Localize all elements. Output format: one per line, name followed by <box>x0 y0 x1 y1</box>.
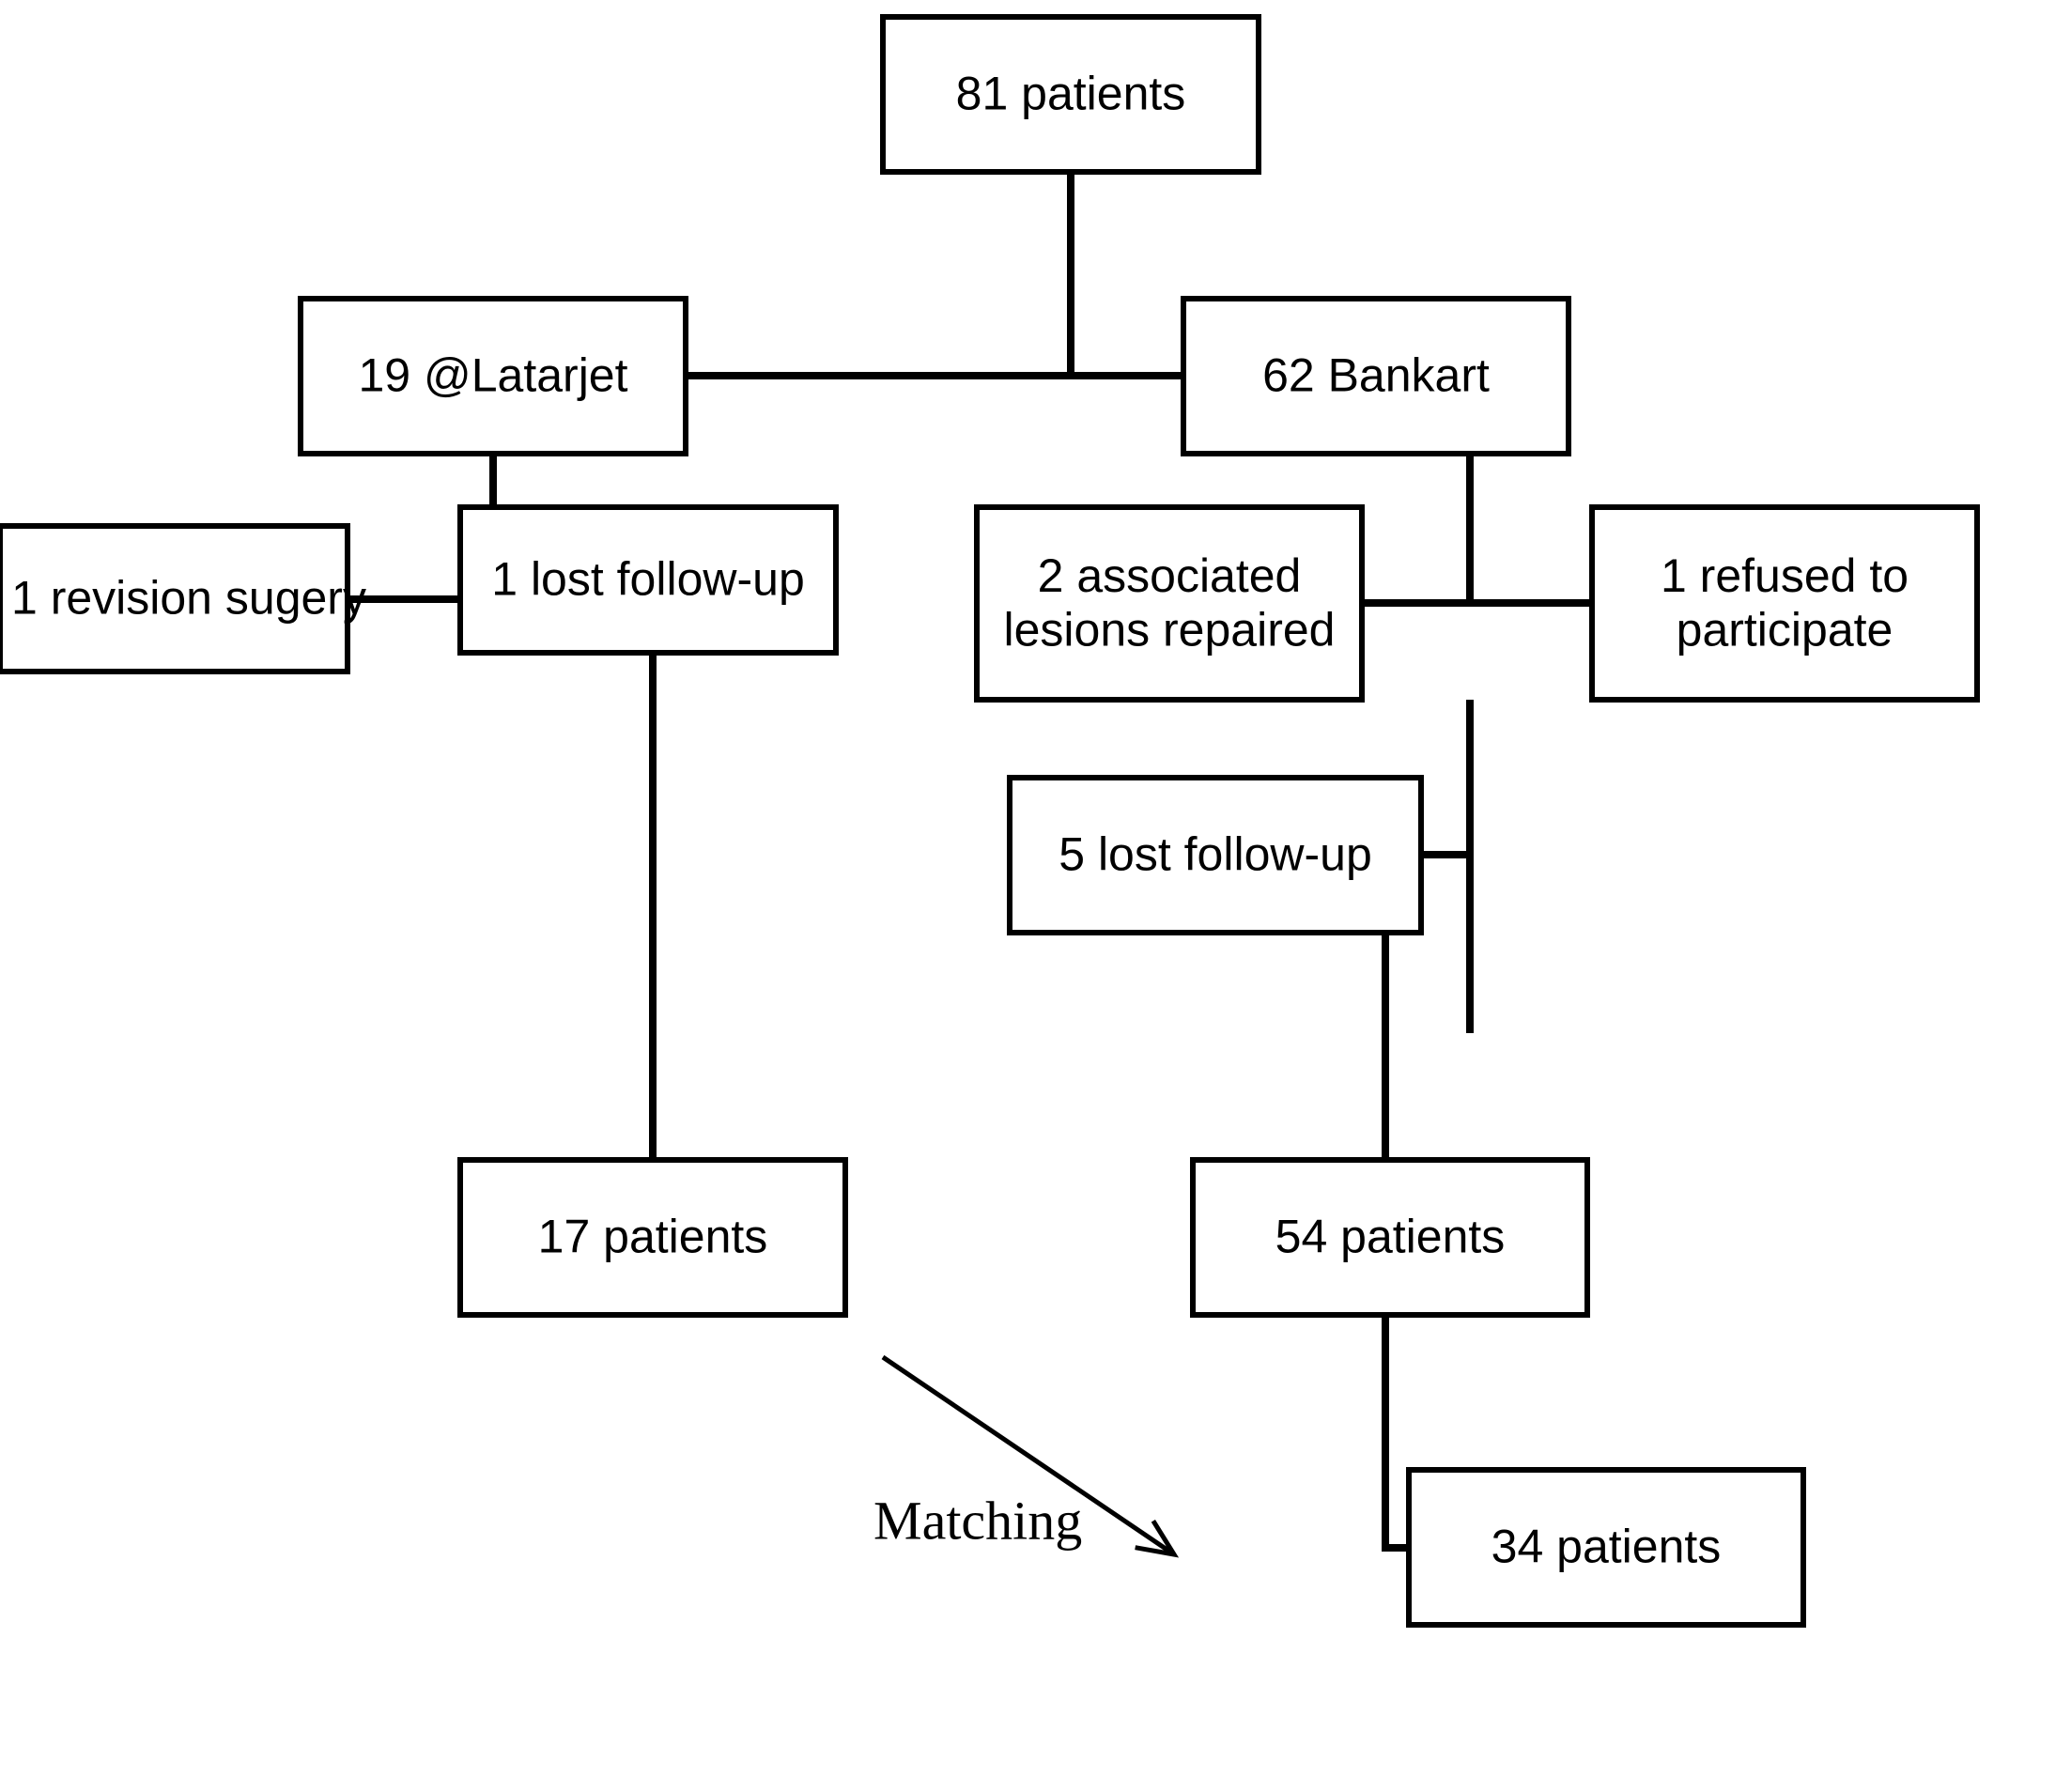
node-assoc: 2 associatedlesions repaired <box>977 507 1362 700</box>
node-root-label-0: 81 patients <box>956 68 1186 120</box>
node-l_lost-label-0: 1 lost follow-up <box>491 553 805 606</box>
connector-line <box>1385 1315 1409 1548</box>
matching-arrow-label: Matching <box>873 1490 1082 1551</box>
node-b_lost-label-0: 5 lost follow-up <box>1059 828 1372 881</box>
node-l17: 17 patients <box>460 1160 845 1315</box>
node-latarjet-label-0: 19 @Latarjet <box>358 349 627 402</box>
node-b34-label-0: 34 patients <box>1491 1521 1722 1573</box>
node-bankart: 62 Bankart <box>1183 299 1569 454</box>
node-b_lost: 5 lost follow-up <box>1010 778 1421 933</box>
connector-line <box>1421 700 1470 855</box>
node-l_lost: 1 lost follow-up <box>460 507 836 653</box>
node-assoc-label-0: 2 associated <box>1038 549 1302 602</box>
node-b34: 34 patients <box>1409 1470 1803 1625</box>
node-bankart-label-0: 62 Bankart <box>1262 349 1490 402</box>
node-refused-label-0: 1 refused to <box>1661 549 1909 602</box>
node-b54-label-0: 54 patients <box>1275 1211 1506 1263</box>
node-root: 81 patients <box>883 17 1259 172</box>
node-refused: 1 refused toparticipate <box>1592 507 1977 700</box>
node-b54: 54 patients <box>1193 1160 1587 1315</box>
matching-arrow-head <box>1136 1521 1174 1554</box>
node-latarjet: 19 @Latarjet <box>301 299 686 454</box>
node-revision-label-0: 1 revision sugery <box>11 572 366 625</box>
node-assoc-label-1: lesions repaired <box>1004 603 1336 656</box>
node-refused-label-1: participate <box>1677 603 1893 656</box>
node-revision: 1 revision sugery <box>0 526 366 672</box>
node-l17-label-0: 17 patients <box>538 1211 768 1263</box>
